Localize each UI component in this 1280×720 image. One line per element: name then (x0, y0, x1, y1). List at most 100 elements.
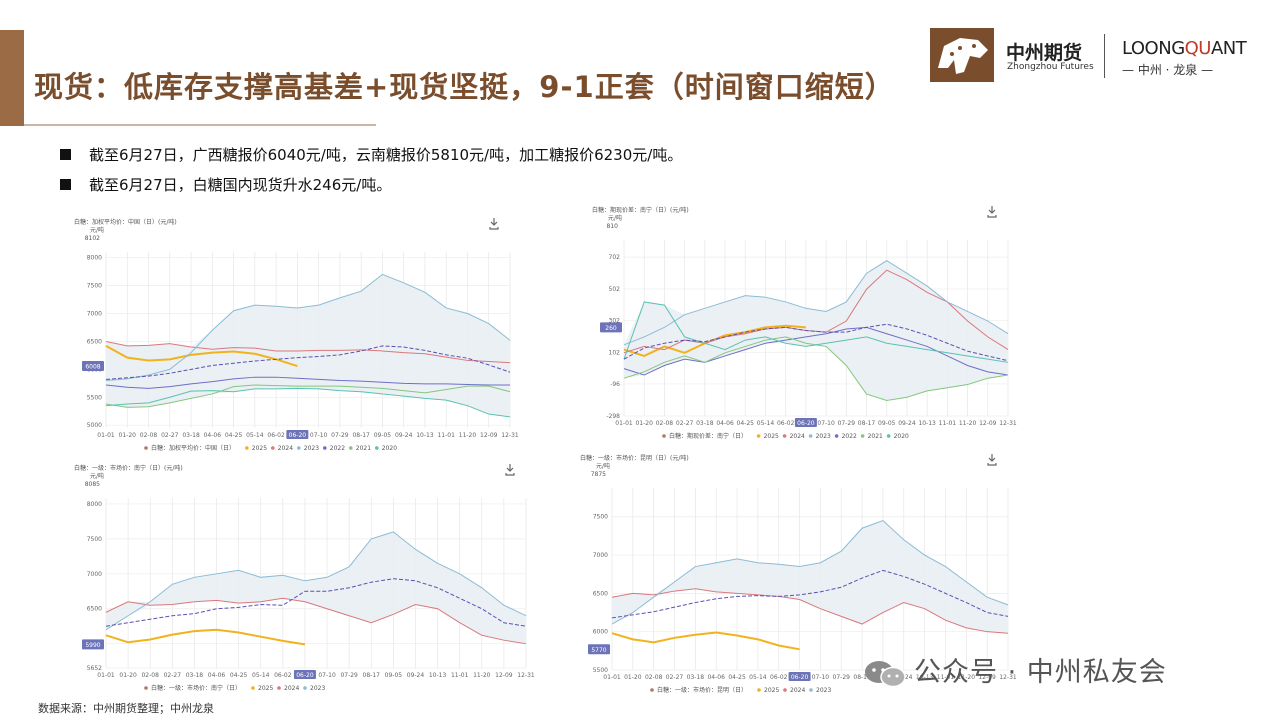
series-line-2023 (105, 531, 527, 631)
page-title: 现货：低库存支撑高基差+现货坚挺，9-1正套（时间窗口缩短） (34, 70, 895, 104)
download-icon (987, 206, 997, 218)
legend-marker (650, 688, 654, 692)
y-tick-label: -298 (606, 413, 620, 420)
y-tick-label: 6500 (87, 606, 102, 613)
min-max-band (624, 260, 1008, 401)
accent-bar (0, 30, 24, 126)
y-tick-label: 7500 (87, 283, 102, 290)
x-tick-label: 04-25 (737, 420, 755, 427)
x-tick-label: 11-01 (451, 672, 469, 679)
legend-label: 2024 (284, 685, 299, 692)
bullet-item: 截至6月27日，广西糖报价6040元/吨，云南糖报价5810元/吨，加工糖报价6… (60, 144, 682, 174)
x-tick-label: 02-08 (645, 674, 663, 681)
chart-unit: 元/吨 (90, 472, 104, 480)
download-icon (505, 464, 515, 476)
chart-market-price-kunming: 白糖：一级：市场价：昆明（日）(元/吨) 元/吨 7875 5500 6000 6500 7… (568, 448, 1020, 700)
y-tick-label: 302 (609, 318, 621, 325)
legend-label: 2021 (868, 433, 883, 440)
series-line-2022 (105, 376, 510, 389)
x-tick-label: 02-27 (164, 672, 182, 679)
series-line-2023 (611, 519, 1009, 625)
x-tick-label: 01-01 (97, 432, 115, 439)
x-tick-label: 09-05 (385, 672, 403, 679)
series-line-mean (105, 578, 527, 627)
series-line-2025 (105, 628, 306, 646)
x-tick-label: 05-14 (246, 432, 264, 439)
y-tick-label: 6500 (593, 590, 608, 597)
x-tick-label: 08-17 (352, 432, 370, 439)
wechat-icon (865, 660, 906, 687)
x-tick-label: 06-02 (267, 432, 285, 439)
x-tick-label: 11-20 (473, 672, 491, 679)
series-line-mean (623, 323, 1009, 362)
current-value-label: 5770 (591, 647, 606, 654)
legend-label: 白糖：期现价差：南宁（日） (669, 432, 747, 440)
chart-basis-nanning: 白糖：期现价差：南宁（日）(元/吨) 元/吨 810 -298 -96 102 302 502… (580, 200, 1020, 446)
x-tick-label: 06-02 (777, 420, 795, 427)
x-tick-label: 10-13 (416, 432, 434, 439)
y-tick-label: -96 (610, 381, 620, 388)
legend-marker (756, 434, 761, 438)
x-tick-label: 01-20 (119, 672, 137, 679)
legend-label: 2025 (764, 687, 779, 694)
x-tick-label: 06-20 (791, 674, 809, 681)
x-tick-label: 01-20 (119, 432, 137, 439)
chart-subtitle: 白糖：期现价差：南宁（日）(元/吨) (592, 206, 689, 214)
legend-label: 2024 (278, 445, 293, 452)
bullet-text: 截至6月27日，白糖国内现货升水246元/吨。 (89, 176, 392, 194)
x-tick-label: 08-17 (858, 420, 876, 427)
chart-unit: 元/吨 (608, 214, 622, 222)
x-tick-label: 07-29 (331, 432, 349, 439)
y-tick-label: 5652 (87, 665, 102, 672)
x-tick-label: 04-06 (208, 672, 226, 679)
legend-marker (783, 688, 787, 692)
x-tick-label: 12-09 (978, 674, 996, 681)
legend-marker (297, 446, 301, 450)
legend-label: 2022 (842, 433, 857, 440)
x-tick-label: 03-18 (696, 420, 714, 427)
legend-label: 2024 (790, 433, 805, 440)
chart-subtitle: 白糖：加权平均价：中国（日）(元/吨) (74, 218, 177, 226)
series-line-2021 (105, 384, 511, 408)
y-max-label: 8085 (85, 481, 100, 488)
loongquant-logo: LOONGQUANT (1122, 38, 1247, 59)
legend-label: 2023 (304, 445, 319, 452)
x-tick-label: 01-20 (635, 420, 653, 427)
legend-marker (271, 446, 275, 450)
y-tick-label: 7500 (87, 536, 102, 543)
x-tick-label: 08-17 (363, 672, 381, 679)
x-tick-label: 05-14 (749, 674, 767, 681)
loongquant-subtitle: — 中州 · 龙泉 — (1122, 63, 1214, 77)
wechat-watermark: 公众号 · 中州私友会 (862, 650, 1167, 689)
x-tick-label: 02-27 (666, 674, 684, 681)
x-tick-label: 07-29 (838, 420, 856, 427)
series-line-2024 (611, 588, 1009, 634)
legend-marker (245, 446, 249, 450)
legend-marker (144, 686, 148, 690)
legend-label: 2022 (330, 445, 345, 452)
x-tick-label: 01-01 (615, 420, 633, 427)
leopard-logo-icon (930, 28, 994, 82)
legend-marker (277, 686, 281, 690)
x-tick-label: 03-18 (182, 432, 200, 439)
loongquant-part-c: ANT (1210, 38, 1247, 59)
x-tick-label: 07-10 (310, 432, 328, 439)
x-tick-label: 03-18 (687, 674, 705, 681)
x-tick-label: 03-18 (186, 672, 204, 679)
legend-label: 2020 (382, 445, 397, 452)
x-tick-label: 04-25 (225, 432, 243, 439)
bullet-square-icon (60, 149, 71, 160)
x-tick-label: 12-31 (999, 674, 1017, 681)
min-max-band (106, 274, 510, 417)
series-line-2020 (105, 387, 511, 418)
chart-market-price-nanning: 白糖：一级：市场价：南宁（日）(元/吨)元/吨80855652600065007… (62, 458, 538, 698)
series-line-2023 (105, 273, 511, 382)
x-tick-label: 02-08 (140, 432, 158, 439)
title-underline (24, 124, 376, 126)
x-tick-label: 01-01 (97, 672, 115, 679)
x-tick-label: 12-09 (495, 672, 513, 679)
legend-label: 2025 (258, 685, 273, 692)
legend-label: 2023 (816, 687, 831, 694)
company-logo: 中州期货 Zhongzhou Futures LOONGQUANT — 中州 ·… (930, 28, 1250, 84)
